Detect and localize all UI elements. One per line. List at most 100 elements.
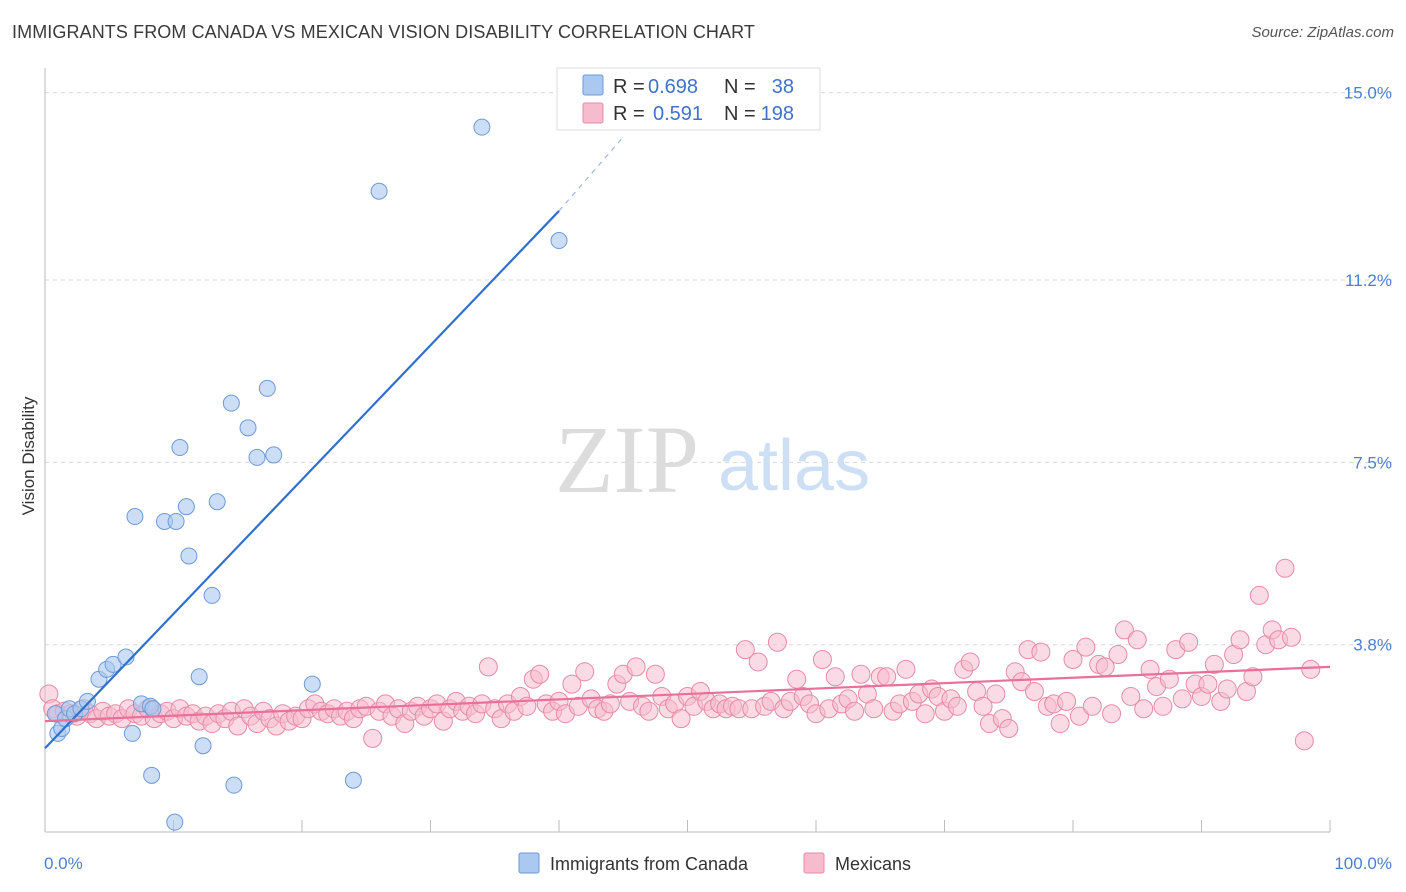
mexican-point-196 (1301, 659, 1321, 679)
mexican-n-label: N = (724, 103, 756, 125)
canada-point-33 (265, 446, 283, 464)
mexican-point-178 (1179, 632, 1199, 652)
mexican-point-131 (877, 667, 897, 687)
canada-point-24 (190, 668, 208, 686)
chart-title: IMMIGRANTS FROM CANADA VS MEXICAN VISION… (12, 22, 756, 42)
mexican-point-188 (1243, 667, 1263, 687)
mexican-series (39, 558, 1321, 751)
canada-point-19 (167, 512, 185, 530)
mexican-point-148 (986, 684, 1006, 704)
mexican-point-161 (1069, 706, 1089, 726)
mexican-point-77 (530, 664, 550, 684)
mexican-point-123 (825, 667, 845, 687)
mexican-point-84 (575, 662, 595, 682)
canada-trendline-extension (558, 136, 624, 212)
grid (45, 92, 1392, 832)
mexican-point-158 (1050, 714, 1070, 734)
mexican-point-88 (600, 694, 620, 714)
mexican-point-194 (1281, 627, 1301, 647)
canada-n-label: N = (724, 76, 756, 98)
x-tick-labels: 0.0% 100.0% (44, 854, 1392, 873)
y-tick-labels: 3.8% 7.5% 11.2% 15.0% (1344, 84, 1392, 655)
y-tick-label-0: 3.8% (1353, 636, 1392, 655)
canada-point-23 (180, 547, 198, 565)
mexican-point-160 (1063, 649, 1083, 669)
watermark-zip: ZIP (555, 406, 699, 513)
canada-point-36 (370, 182, 388, 200)
watermark-atlas: atlas (718, 426, 870, 506)
mexican-point-169 (1121, 686, 1141, 706)
mexican-n-value: 198 (761, 103, 794, 125)
canada-point-38 (550, 232, 568, 250)
canada-point-25 (194, 737, 212, 755)
canada-point-20 (166, 813, 184, 831)
canada-series (46, 118, 568, 831)
mexican-series-swatch (803, 852, 825, 874)
mexican-point-152 (1012, 672, 1032, 692)
mexican-point-117 (787, 669, 807, 689)
mexican-point-170 (1127, 630, 1147, 650)
mexican-point-184 (1217, 679, 1237, 699)
trendlines (44, 136, 1331, 749)
mexican-point-162 (1076, 637, 1096, 657)
y-tick-label-1: 7.5% (1353, 453, 1392, 472)
mexican-point-99 (671, 709, 691, 729)
mexican-point-144 (960, 652, 980, 672)
mexican-point-69 (478, 657, 498, 677)
mexican-point-154 (1024, 682, 1044, 702)
mexican-point-174 (1153, 696, 1173, 716)
mexican-point-168 (1114, 620, 1134, 640)
mexican-point-186 (1230, 630, 1250, 650)
mexican-point-51 (363, 728, 383, 748)
canada-point-28 (222, 394, 240, 412)
mexican-point-159 (1057, 691, 1077, 711)
mexican-point-155 (1031, 642, 1051, 662)
mexican-point-163 (1082, 696, 1102, 716)
series-legend: Immigrants from Canada Mexicans (518, 852, 911, 874)
chart-source: Source: ZipAtlas.com (1251, 24, 1394, 41)
mexican-point-94 (639, 701, 659, 721)
mexican-point-126 (845, 701, 865, 721)
canada-point-32 (258, 379, 276, 397)
mexican-point-150 (999, 718, 1019, 738)
mexican-point-95 (645, 664, 665, 684)
mexican-point-92 (626, 657, 646, 677)
mexican-point-82 (562, 674, 582, 694)
canada-point-30 (239, 419, 257, 437)
canada-point-16 (144, 700, 162, 718)
canada-r-label: R = (613, 76, 645, 98)
canada-point-13 (123, 724, 141, 742)
mexican-point-121 (812, 649, 832, 669)
canada-point-29 (225, 776, 243, 794)
x-tick-label-max: 100.0% (1334, 854, 1392, 873)
mexican-point-189 (1249, 585, 1269, 605)
stats-legend: R = 0.698 N = 38 R = 0.591 N = 198 (556, 67, 821, 131)
mexican-point-182 (1204, 654, 1224, 674)
canada-n-value: 38 (772, 76, 794, 98)
mexican-point-167 (1108, 645, 1128, 665)
mexican-point-134 (896, 659, 916, 679)
mexican-point-109 (735, 640, 755, 660)
canada-point-21 (171, 439, 189, 457)
mexican-point-166 (1102, 704, 1122, 724)
canada-point-37 (473, 118, 491, 136)
x-tick-label-min: 0.0% (44, 854, 83, 873)
canada-series-label: Immigrants from Canada (550, 854, 749, 874)
mexican-point-146 (973, 696, 993, 716)
canada-point-17 (143, 766, 161, 784)
canada-point-27 (208, 493, 226, 511)
mexican-r-label: R = (613, 103, 645, 125)
watermark: ZIP atlas (555, 406, 870, 513)
mexican-series-label: Mexicans (835, 854, 911, 874)
mexican-point-30 (228, 716, 248, 736)
canada-point-34 (303, 675, 321, 693)
mexican-point-177 (1172, 689, 1192, 709)
canada-legend-swatch (582, 74, 604, 96)
mexican-point-137 (915, 704, 935, 724)
mexican-legend-swatch (582, 102, 604, 124)
canada-point-35 (344, 771, 362, 789)
mexican-point-129 (864, 699, 884, 719)
mexican-point-127 (851, 664, 871, 684)
mexican-trendline (44, 665, 1331, 723)
canada-point-22 (177, 498, 195, 516)
